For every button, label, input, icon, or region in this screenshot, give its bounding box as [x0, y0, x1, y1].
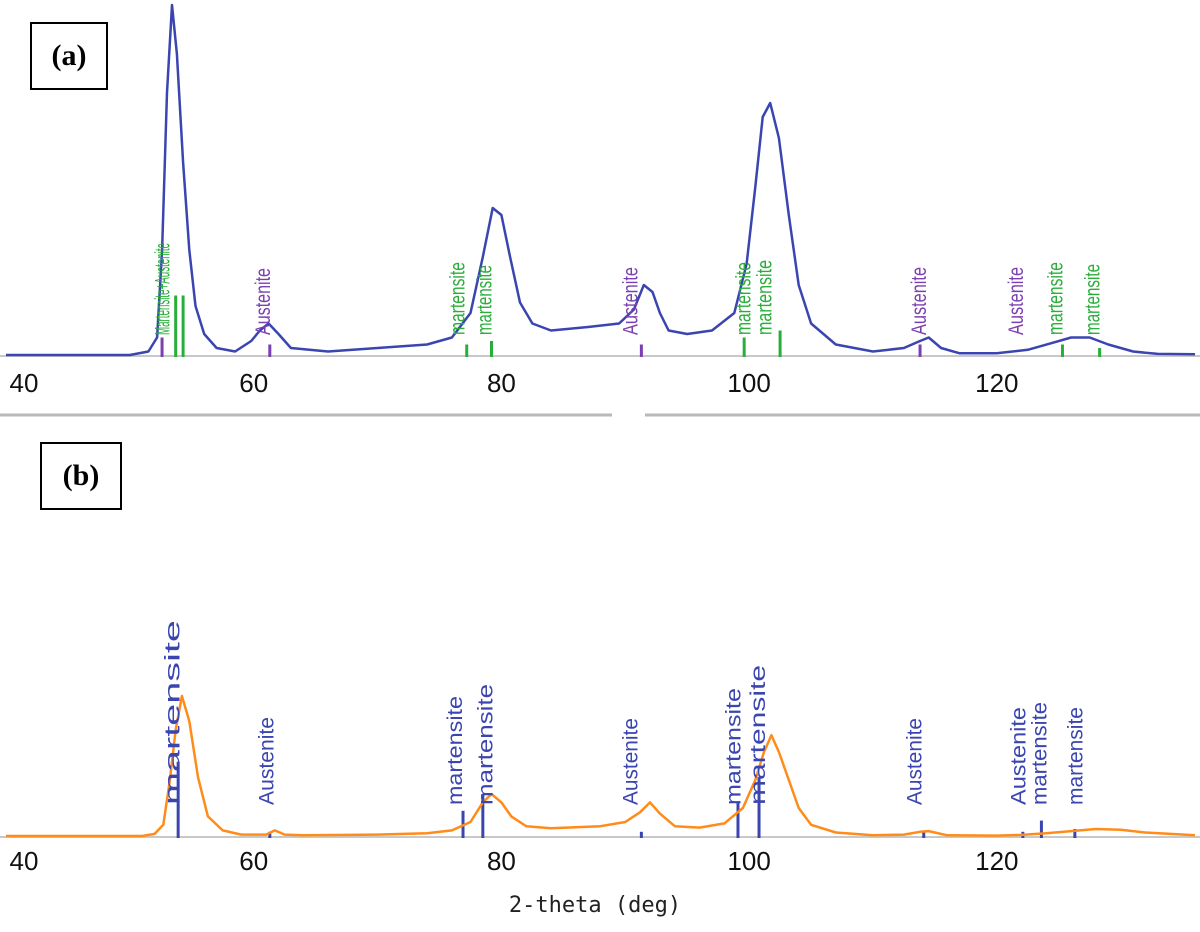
panel-a-peak-label: martensite — [1082, 264, 1105, 335]
panel-a-plot: 40 60 80 100 120 Martensite+Austenite Austenit… — [0, 3, 1200, 398]
panel-b-peak-label: martensite — [444, 696, 467, 805]
panel-a-peak-label: martensite — [753, 260, 776, 335]
x-axis-label: 2-theta (deg) — [509, 893, 681, 918]
panel-b-x-tick-label: 80 — [487, 846, 516, 876]
panel-b-label: (b) — [40, 442, 122, 510]
panel-a-peak-label: Austenite — [908, 267, 931, 335]
panel-b-peak-label: martensite — [1064, 707, 1087, 805]
panel-a-label-text: (a) — [51, 39, 87, 72]
panel-a-x-tick-label: 40 — [10, 368, 39, 398]
panel-b-peak-label: Austenite — [620, 718, 643, 805]
panel-a-peak-label: Austenite — [1005, 267, 1028, 335]
panel-a-x-tick-label: 120 — [975, 368, 1018, 398]
panel-a-peak-label: martensite — [446, 262, 469, 335]
panel-a-peak-label: martensite — [1045, 262, 1068, 335]
panel-b-x-tick-label: 100 — [727, 846, 770, 876]
panel-b-peak-label: martensite — [161, 620, 184, 805]
panel-b-peak-label: martensite — [747, 665, 770, 805]
panel-a-peak-label: Austenite — [252, 268, 275, 335]
panel-b-peak-label: martensite — [723, 688, 746, 805]
panel-a-x-tick-label: 60 — [239, 368, 268, 398]
panel-b-peak-label: Austenite — [903, 718, 926, 805]
panel-b-peak-label: martensite — [475, 684, 498, 805]
panel-b-peak-label: martensite — [1028, 702, 1051, 805]
panel-a-pattern-line — [6, 3, 1196, 357]
panel-a-peak-label: Martensite+Austenite — [152, 243, 175, 335]
panel-b-peak-label: Austenite — [256, 717, 279, 805]
panel-b-label-text: (b) — [62, 459, 100, 492]
panel-a-x-tick-label: 80 — [487, 368, 516, 398]
panel-a-peak-label: martensite — [732, 262, 755, 335]
panel-b-x-tick-label: 40 — [10, 846, 39, 876]
panel-b-x-tick-label: 60 — [239, 846, 268, 876]
panel-b-pattern-line — [6, 694, 1196, 838]
panel-b-peak-label: Austenite — [1007, 707, 1030, 805]
panel-a-label: (a) — [30, 22, 108, 90]
panel-a-x-tick-label: 100 — [727, 368, 770, 398]
panel-b-x-tick-label: 120 — [975, 846, 1018, 876]
panel-a-peak-label: Austenite — [620, 267, 643, 335]
panel-a-peak-label: martensite — [474, 265, 497, 335]
